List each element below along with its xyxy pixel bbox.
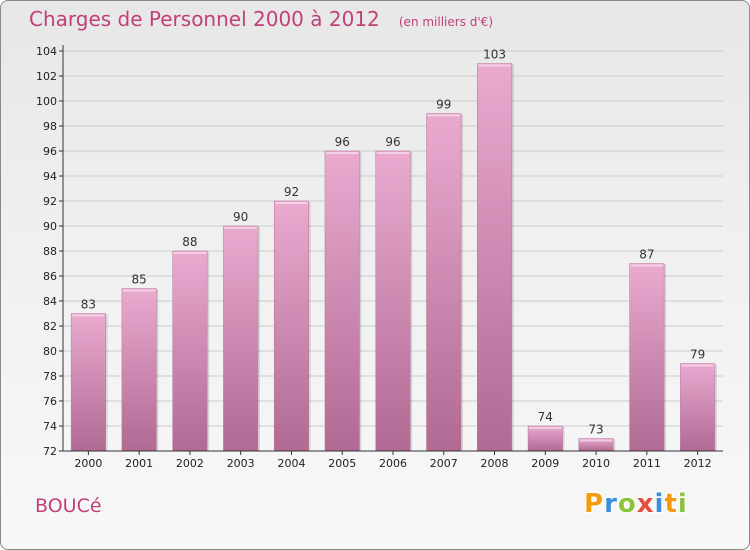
y-tick-label: 86 (43, 270, 57, 283)
y-tick-label: 98 (43, 120, 57, 133)
bar-value-label: 88 (182, 235, 197, 249)
bar (629, 263, 665, 452)
y-tick-label: 84 (43, 295, 57, 308)
y-tick-label: 74 (43, 420, 57, 433)
x-tick-label: 2011 (633, 457, 661, 470)
y-tick-label: 80 (43, 345, 57, 358)
bar (680, 363, 716, 452)
bar-highlight (478, 64, 511, 67)
bar (121, 288, 157, 452)
y-tick-label: 100 (36, 95, 57, 108)
bar-value-label: 96 (335, 135, 350, 149)
y-tick-label: 82 (43, 320, 57, 333)
y-tick-label: 76 (43, 395, 57, 408)
y-tick-label: 72 (43, 445, 57, 458)
logo-letter: P (584, 489, 605, 519)
bar-highlight (173, 252, 207, 254)
bar (477, 63, 513, 452)
title-row: Charges de Personnel 2000 à 2012 (en mil… (29, 7, 493, 31)
x-tick-label: 2009 (531, 457, 559, 470)
bar (375, 150, 411, 452)
bar (527, 425, 563, 452)
x-tick-label: 2005 (328, 457, 356, 470)
x-tick-label: 2003 (227, 457, 255, 470)
x-tick-label: 2004 (277, 457, 305, 470)
bar-value-label: 96 (385, 135, 400, 149)
bar-highlight (275, 202, 308, 204)
y-tick-label: 96 (43, 145, 57, 158)
x-tick-label: 2000 (74, 457, 102, 470)
bar-highlight (376, 152, 410, 154)
logo-letter: x (636, 489, 655, 519)
bar-value-label: 87 (639, 248, 654, 262)
logo-letter: i (654, 489, 665, 519)
bar-value-label: 90 (233, 210, 248, 224)
x-tick-label: 2012 (684, 457, 712, 470)
bar-highlight (427, 114, 461, 117)
x-tick-label: 2008 (481, 457, 509, 470)
bar-value-label: 85 (132, 273, 147, 287)
y-tick-label: 88 (43, 245, 57, 258)
bar (426, 113, 462, 452)
bar (273, 200, 309, 452)
x-tick-label: 2002 (176, 457, 204, 470)
bar-highlight (681, 364, 714, 367)
x-tick-label: 2010 (582, 457, 610, 470)
x-tick-label: 2001 (125, 457, 153, 470)
logo-letter: t (664, 489, 678, 519)
bar-value-label: 83 (81, 298, 96, 312)
bar (70, 313, 106, 452)
proxiti-logo: Proxiti (584, 489, 688, 519)
bar-highlight (122, 289, 156, 292)
commune-name: BOUCé (35, 495, 102, 517)
x-tick-label: 2007 (430, 457, 458, 470)
chart-title: Charges de Personnel 2000 à 2012 (29, 7, 380, 31)
y-tick-label: 92 (43, 195, 57, 208)
bar-highlight (529, 427, 562, 429)
bar (223, 225, 259, 452)
bar-value-label: 79 (690, 348, 705, 362)
value-labels: 83 85 88 90 92 96 96 99 103 74 73 87 79 (81, 48, 706, 437)
x-tick-label: 2006 (379, 457, 407, 470)
bar-highlight (579, 439, 613, 442)
y-tick-label: 78 (43, 370, 57, 383)
y-tick-label: 102 (36, 70, 57, 83)
bar-value-label: 73 (588, 423, 603, 437)
bar-value-label: 99 (436, 98, 451, 112)
bar-value-label: 103 (483, 48, 506, 62)
bar-highlight (325, 152, 359, 154)
logo-letter: o (617, 489, 637, 519)
logo-letter: r (604, 489, 618, 519)
bar-highlight (72, 314, 105, 317)
bar-value-label: 74 (538, 410, 553, 424)
y-tick-label: 104 (36, 45, 57, 58)
y-tick-label: 90 (43, 220, 57, 233)
logo-letter: i (677, 489, 688, 519)
y-tick-label: 94 (43, 170, 57, 183)
bar-value-label: 92 (284, 185, 299, 199)
bars (70, 63, 717, 452)
axes: 72 74 76 78 80 82 84 86 88 90 92 94 96 98 100 102 104 200… (36, 45, 723, 470)
bar-highlight (224, 227, 257, 229)
bar-highlight (630, 264, 664, 267)
bar (324, 150, 360, 452)
chart-subtitle: (en milliers d'€) (398, 15, 493, 29)
bar (172, 250, 208, 452)
